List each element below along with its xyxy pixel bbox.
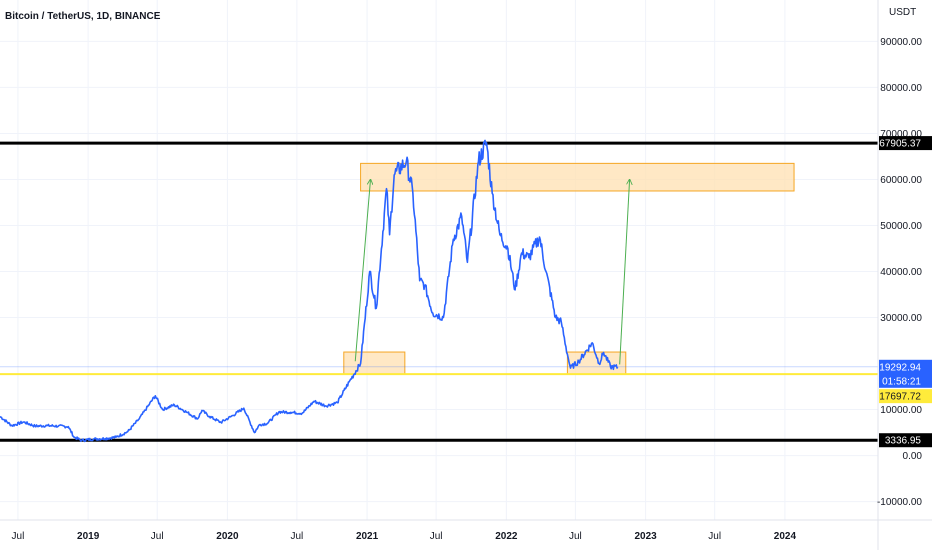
x-tick-label-2: Jul	[151, 531, 164, 542]
price-tags-layer: 67905.37 19292.94 01:58:21 17697.72 3336.95	[879, 136, 932, 448]
y-tick-label-7: 10000.00	[880, 405, 922, 416]
y-tick-label-8: 0.00	[903, 451, 923, 462]
y-tick-label-3: 60000.00	[880, 175, 922, 186]
last-price-tag: 19292.94	[879, 362, 921, 373]
x-tick-label-3: 2020	[216, 531, 239, 542]
y-tick-label-5: 40000.00	[880, 267, 922, 278]
price-series-layer	[0, 139, 619, 443]
price-tag-level-2-bg	[879, 389, 932, 404]
price-tag-level-1: 67905.37	[879, 139, 921, 150]
zones-layer	[343, 162, 795, 375]
countdown-tag: 01:58:21	[882, 376, 921, 387]
x-tick-label-6: Jul	[430, 531, 443, 542]
x-tick-label-8: Jul	[569, 531, 582, 542]
y-tick-label-0: 90000.00	[880, 37, 922, 48]
price-line	[0, 139, 619, 443]
y-axis-unit: USDT	[889, 7, 916, 18]
zone-box-3	[360, 162, 795, 192]
last-price-tag-bg	[879, 359, 932, 388]
x-tick-label-9: 2023	[634, 531, 657, 542]
chart-title: Bitcoin / TetherUS, 1D, BINANCE	[5, 11, 161, 22]
x-tick-label-10: Jul	[708, 531, 721, 542]
price-tag-level-1-bg	[879, 136, 932, 151]
zone-box-1	[343, 351, 406, 375]
price-tag-level-3-bg	[879, 433, 932, 448]
arrow-2	[619, 179, 630, 365]
x-tick-label-7: 2022	[495, 531, 518, 542]
y-tick-label-6: 30000.00	[880, 313, 922, 324]
x-tick-label-1: 2019	[77, 531, 100, 542]
arrows-layer	[354, 179, 630, 365]
chart-grid	[0, 0, 878, 520]
price-tag-level-3: 3336.95	[885, 436, 922, 447]
price-tag-level-2: 17697.72	[879, 392, 921, 403]
x-tick-label-11: 2024	[774, 531, 797, 542]
y-tick-label-9: -10000.00	[877, 497, 922, 508]
x-tick-label-4: Jul	[290, 531, 303, 542]
horizontal-levels-layer	[0, 141, 878, 442]
y-axis[interactable]: 90000.00 80000.00 70000.00 60000.00 50000.00…	[877, 0, 922, 550]
y-tick-label-4: 50000.00	[880, 221, 922, 232]
x-tick-label-0: Jul	[12, 531, 25, 542]
y-tick-label-1: 80000.00	[880, 83, 922, 94]
x-axis[interactable]: Jul 2019 Jul 2020 Jul 2021 Jul 2022 Jul 2023 Jul 20…	[0, 519, 932, 542]
y-tick-label-2: 70000.00	[880, 129, 922, 140]
arrow-1	[354, 179, 370, 362]
x-tick-label-5: 2021	[356, 531, 379, 542]
